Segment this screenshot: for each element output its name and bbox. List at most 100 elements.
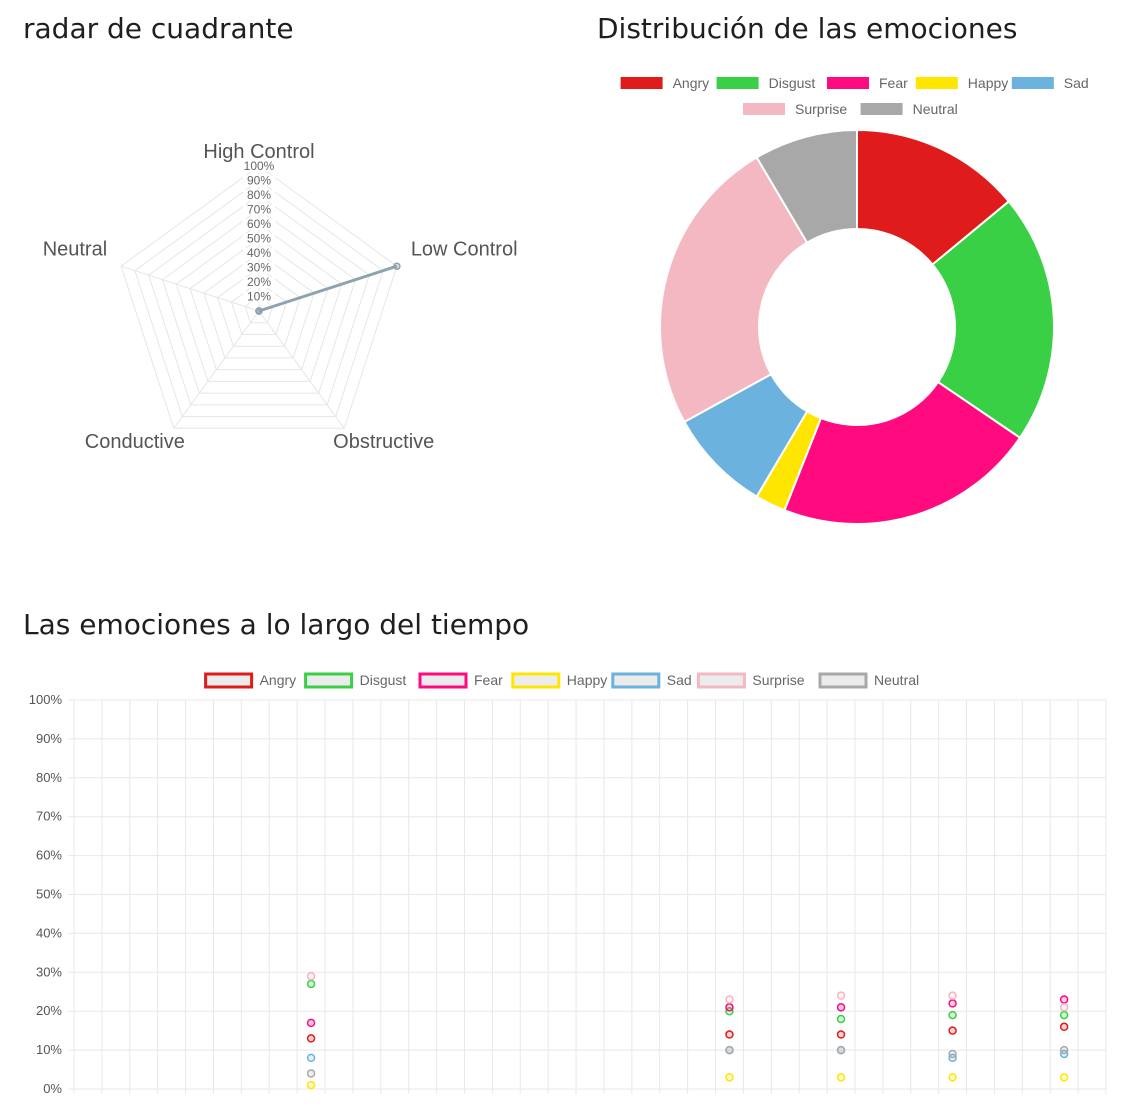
- donut-legend-swatch-surprise: [743, 103, 785, 115]
- emotion-donut-chart: Angry Disgust Fear Happy Sad Surprise Neutral: [620, 75, 1089, 525]
- donut-slice-neutral: [755, 128, 858, 245]
- donut-slice-disgust: [931, 200, 1055, 440]
- timeline-point-surprise: [1059, 1003, 1069, 1012]
- donut-legend-swatch-happy: [915, 77, 958, 89]
- timeline-y-tick-label: 40%: [36, 925, 62, 940]
- timeline-legend-swatch-neutral: [818, 672, 868, 689]
- timeline-point-angry: [306, 1034, 316, 1043]
- radar-tick-label: 50%: [247, 232, 271, 246]
- donut-legend-swatch-neutral: [860, 103, 903, 115]
- donut-legend-label-happy: Happy: [968, 75, 1008, 91]
- timeline-y-tick-label: 20%: [36, 1003, 62, 1018]
- radar-axis-label-low-control: Low Control: [411, 238, 518, 260]
- radar-grid-ring: [230, 281, 288, 335]
- radar-point-neutral: [255, 307, 263, 315]
- donut-legend-swatch-sad: [1011, 77, 1054, 89]
- radar-tick-label: 10%: [247, 290, 271, 304]
- radar-grid-ring: [148, 194, 370, 406]
- timeline-point-fear: [836, 1003, 846, 1012]
- radar-tick-label: 100%: [244, 159, 275, 173]
- timeline-legend-label-neutral: Neutral: [874, 672, 919, 688]
- timeline-point-angry: [1059, 1022, 1069, 1032]
- timeline-point-neutral: [948, 1049, 957, 1059]
- timeline-point-happy: [836, 1073, 846, 1082]
- timeline-y-tick-label: 70%: [36, 809, 62, 824]
- radar-axis-label-neutral: Neutral: [43, 238, 107, 260]
- timeline-point-fear: [306, 1018, 316, 1028]
- timeline-legend-label-angry: Angry: [260, 672, 297, 688]
- timeline-point-disgust: [1059, 1010, 1069, 1020]
- timeline-legend-swatch-angry: [204, 672, 254, 689]
- radar-tick-label: 60%: [247, 217, 271, 231]
- timeline-legend-swatch-disgust: [304, 672, 354, 689]
- timeline-y-tick-label: 90%: [36, 731, 62, 746]
- timeline-legend-label-surprise: Surprise: [752, 672, 804, 688]
- timeline-chart-title: Las emociones a lo largo del tiempo: [23, 608, 530, 641]
- radar-grid-ring: [203, 252, 315, 359]
- timeline-y-tick-label: 50%: [36, 887, 62, 902]
- radar-tick-label: 20%: [247, 275, 271, 289]
- donut-legend-label-fear: Fear: [879, 75, 908, 91]
- timeline-point-happy: [948, 1073, 957, 1082]
- radar-axis-label-obstructive: Obstructive: [333, 431, 434, 453]
- timeline-y-tick-label: 100%: [29, 692, 63, 707]
- radar-grid-ring: [175, 223, 343, 382]
- radar-tick-label: 70%: [247, 203, 271, 217]
- donut-slice-fear: [783, 380, 1022, 525]
- radar-grid-ring: [189, 237, 329, 371]
- radar-point-low-control: [393, 262, 401, 270]
- timeline-point-fear: [725, 1003, 734, 1012]
- timeline-legend-swatch-happy: [511, 672, 561, 689]
- timeline-point-neutral: [725, 1045, 734, 1055]
- radar-grid-ring: [120, 165, 398, 429]
- timeline-y-tick-label: 10%: [36, 1042, 62, 1057]
- radar-tick-label: 80%: [247, 188, 271, 202]
- timeline-point-fear: [948, 999, 957, 1008]
- radar-grid-ring: [161, 208, 357, 394]
- radar-tick-backdrop: [243, 219, 275, 230]
- radar-tick-backdrop: [243, 175, 275, 187]
- timeline-point-surprise: [948, 991, 957, 1000]
- donut-legend-label-angry: Angry: [673, 75, 710, 91]
- timeline-point-angry: [948, 1026, 957, 1035]
- timeline-point-neutral: [1059, 1045, 1069, 1055]
- donut-legend-label-sad: Sad: [1064, 75, 1089, 91]
- donut-chart-title: Distribución de las emociones: [597, 12, 1018, 45]
- timeline-point-angry: [725, 1030, 734, 1039]
- radar-grid-ring: [134, 179, 384, 418]
- timeline-point-disgust: [306, 979, 316, 989]
- timeline-legend-swatch-sad: [611, 672, 661, 689]
- radar-spoke: [173, 310, 260, 429]
- radar-tick-backdrop: [243, 204, 275, 216]
- radar-axis-label-conductive: Conductive: [85, 431, 185, 453]
- timeline-point-happy: [1059, 1073, 1069, 1082]
- radar-chart-title: radar de cuadrante: [23, 12, 294, 45]
- radar-tick-backdrop: [243, 161, 275, 172]
- timeline-legend-swatch-fear: [418, 672, 468, 689]
- timeline-point-happy: [306, 1080, 316, 1090]
- radar-series-area: [258, 264, 398, 313]
- timeline-legend-label-disgust: Disgust: [360, 672, 407, 688]
- timeline-point-surprise: [306, 971, 316, 981]
- radar-tick-label: 40%: [247, 246, 271, 260]
- donut-legend-swatch-angry: [620, 77, 663, 89]
- radar-tick-backdrop: [243, 262, 275, 274]
- timeline-point-fear: [1059, 995, 1069, 1004]
- timeline-point-disgust: [836, 1014, 846, 1024]
- timeline-y-tick-label: 30%: [36, 964, 62, 979]
- timeline-point-neutral: [836, 1045, 846, 1055]
- timeline-point-surprise: [836, 991, 846, 1000]
- donut-slice-surprise: [659, 156, 809, 424]
- timeline-point-surprise: [725, 995, 734, 1004]
- radar-tick-label: 90%: [247, 174, 271, 188]
- timeline-legend-swatch-surprise: [696, 672, 746, 689]
- radar-grid-ring: [217, 266, 301, 347]
- donut-legend-label-disgust: Disgust: [769, 75, 816, 91]
- timeline-legend-label-fear: Fear: [474, 672, 503, 688]
- timeline-y-tick-label: 80%: [36, 770, 62, 785]
- timeline-point-angry: [836, 1030, 846, 1039]
- radar-spoke: [120, 265, 260, 312]
- timeline-legend-label-sad: Sad: [667, 672, 692, 688]
- donut-legend-label-surprise: Surprise: [795, 101, 847, 117]
- timeline-point-disgust: [948, 1010, 957, 1020]
